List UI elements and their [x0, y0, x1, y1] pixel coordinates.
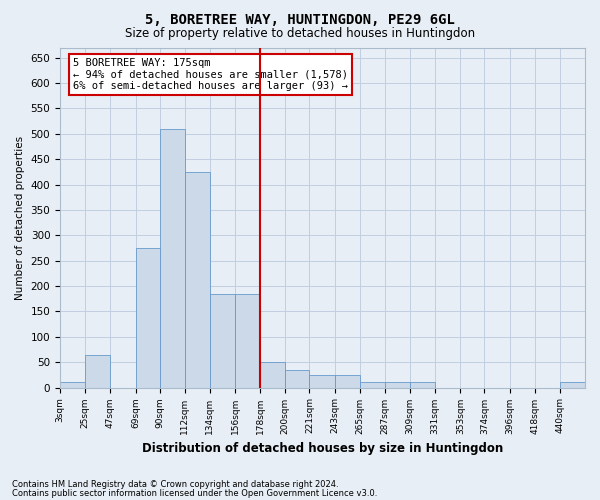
Bar: [286, 370, 310, 388]
Bar: [359, 382, 385, 388]
Bar: [560, 382, 585, 388]
X-axis label: Distribution of detached houses by size in Huntingdon: Distribution of detached houses by size …: [142, 442, 503, 455]
Bar: [185, 172, 210, 388]
Text: Size of property relative to detached houses in Huntingdon: Size of property relative to detached ho…: [125, 28, 475, 40]
Text: 5 BORETREE WAY: 175sqm
← 94% of detached houses are smaller (1,578)
6% of semi-d: 5 BORETREE WAY: 175sqm ← 94% of detached…: [73, 58, 348, 91]
Text: Contains public sector information licensed under the Open Government Licence v3: Contains public sector information licen…: [12, 488, 377, 498]
Text: 5, BORETREE WAY, HUNTINGDON, PE29 6GL: 5, BORETREE WAY, HUNTINGDON, PE29 6GL: [145, 12, 455, 26]
Bar: [310, 375, 335, 388]
Text: Contains HM Land Registry data © Crown copyright and database right 2024.: Contains HM Land Registry data © Crown c…: [12, 480, 338, 489]
Bar: [410, 382, 435, 388]
Bar: [60, 382, 85, 388]
Bar: [235, 294, 260, 388]
Bar: [136, 248, 160, 388]
Bar: [210, 294, 235, 388]
Bar: [260, 362, 286, 388]
Bar: [385, 382, 410, 388]
Bar: [335, 375, 359, 388]
Y-axis label: Number of detached properties: Number of detached properties: [15, 136, 25, 300]
Bar: [160, 128, 185, 388]
Bar: [85, 354, 110, 388]
